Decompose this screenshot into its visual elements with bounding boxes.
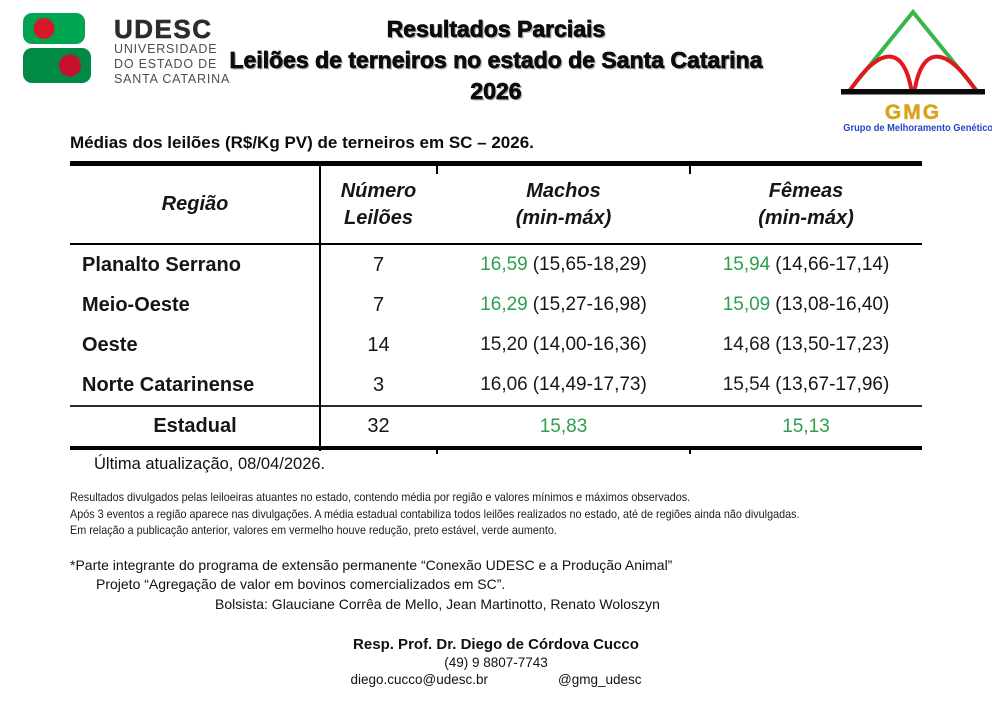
- machos-average: 16,06: [480, 374, 528, 395]
- methodology-notes: Resultados divulgados pelas leiloeiras a…: [70, 489, 800, 539]
- region-name: Meio-Oeste: [82, 293, 190, 316]
- column-header-machos: Machos (min-máx): [437, 166, 690, 243]
- table-total-row: Estadual 32 15,83 15,13: [70, 405, 922, 446]
- machos-range: (15,65-18,29): [532, 254, 647, 275]
- header-label: Leilões: [344, 206, 413, 229]
- note-line-2: Após 3 eventos a região aparece nas divu…: [70, 506, 800, 521]
- femeas-average: 14,68: [722, 334, 771, 355]
- machos-range: (14,00-16,36): [532, 334, 647, 355]
- machos-average: 16,29: [480, 294, 528, 315]
- udesc-logo: UDESC UNIVERSIDADE DO ESTADO DE SANTA CA…: [15, 10, 230, 86]
- femeas-range: (14,66-17,14): [775, 254, 890, 275]
- udesc-name-line1: UNIVERSIDADE: [114, 42, 218, 56]
- femeas-value: 14,68 (13,50-17,23): [690, 334, 922, 356]
- title-line-1: Resultados Parciais: [386, 16, 606, 43]
- machos-average: 15,20: [480, 334, 528, 355]
- gmg-logo-icon: [841, 8, 985, 95]
- header-label: (min-máx): [515, 206, 612, 229]
- udesc-logo-icon: [23, 13, 91, 83]
- title-line-3: 2026: [470, 78, 522, 105]
- note-line-1: Resultados divulgados pelas leiloeiras a…: [70, 490, 691, 504]
- udesc-acronym: UDESC: [114, 14, 213, 44]
- femeas-range: (13,50-17,23): [775, 334, 890, 355]
- header-label: Região: [161, 193, 229, 215]
- contact-phone: (49) 9 8807-7743: [444, 655, 548, 670]
- femeas-average: 15,13: [782, 415, 830, 437]
- machos-range: (15,27-16,98): [532, 294, 647, 315]
- femeas-value: 15,54 (13,67-17,96): [690, 374, 922, 396]
- gmg-caption: Grupo de Melhoramento Genético: [843, 123, 992, 134]
- column-header-regiao: Região: [70, 166, 320, 243]
- auction-count: 14: [367, 333, 390, 356]
- contact-links-row: diego.cucco@udesc.br @gmg_udesc: [0, 672, 992, 687]
- border-tick: [436, 446, 438, 454]
- contact-name: Resp. Prof. Dr. Diego de Córdova Cucco: [353, 636, 639, 653]
- machos-value: 16,29 (15,27-16,98): [437, 294, 690, 316]
- udesc-name-line3: SANTA CATARINA: [114, 72, 231, 86]
- femeas-range: (13,67-17,96): [775, 374, 890, 395]
- gmg-acronym: GMG: [884, 101, 942, 124]
- page-title: Resultados Parciais Leilões de terneiros…: [0, 14, 992, 107]
- border-tick: [689, 446, 691, 454]
- header-label: Número: [340, 179, 417, 202]
- machos-range: (14,49-17,73): [532, 374, 647, 395]
- title-line-2: Leilões de terneiros no estado de Santa …: [229, 47, 763, 74]
- border-tick: [436, 164, 438, 174]
- region-name: Oeste: [82, 333, 138, 356]
- auction-results-table: Região Número Leilões Machos (min-máx) F…: [70, 161, 922, 454]
- border-tick: [689, 164, 691, 174]
- machos-value: 15,20 (14,00-16,36): [437, 334, 690, 356]
- auction-count: 7: [372, 253, 385, 276]
- table-header-row: Região Número Leilões Machos (min-máx) F…: [70, 166, 922, 245]
- column-header-femeas: Fêmeas (min-máx): [690, 166, 922, 243]
- region-name: Norte Catarinense: [82, 373, 255, 396]
- auction-count: 3: [372, 373, 385, 396]
- udesc-wordmark: UDESC UNIVERSIDADE DO ESTADO DE SANTA CA…: [114, 10, 230, 86]
- machos-value: 15,83: [437, 416, 690, 438]
- header-label: Machos: [526, 179, 601, 202]
- program-line-1: *Parte integrante do programa de extensã…: [70, 557, 673, 573]
- table-row: Oeste 14 15,20 (14,00-16,36) 14,68 (13,50-…: [70, 325, 922, 365]
- table-row: Norte Catarinense 3 16,06 (14,49-17,73) 1…: [70, 365, 922, 405]
- contact-social: @gmg_udesc: [558, 672, 642, 687]
- program-line-3: Bolsista: Glauciane Corrêa de Mello, Jea…: [215, 596, 660, 612]
- machos-value: 16,59 (15,65-18,29): [437, 254, 690, 276]
- femeas-average: 15,54: [722, 374, 771, 395]
- femeas-average: 15,94: [722, 254, 771, 275]
- table-caption: Médias dos leilões (R$/Kg PV) de terneir…: [70, 133, 534, 152]
- region-name: Planalto Serrano: [82, 253, 241, 276]
- femeas-value: 15,94 (14,66-17,14): [690, 254, 922, 276]
- last-update-text: Última atualização, 08/04/2026.: [94, 455, 326, 473]
- header-label: Fêmeas: [768, 179, 844, 202]
- femeas-value: 15,09 (13,08-16,40): [690, 294, 922, 316]
- column-header-numero-leiloes: Número Leilões: [320, 166, 437, 243]
- udesc-name-line2: DO ESTADO DE: [114, 57, 218, 71]
- table-row: Planalto Serrano 7 16,59 (15,65-18,29) 15…: [70, 245, 922, 285]
- gmg-logo: GMG Grupo de Melhoramento Genético: [838, 4, 992, 135]
- femeas-average: 15,09: [722, 294, 771, 315]
- program-line-2: Projeto “Agregação de valor em bovinos c…: [96, 576, 506, 592]
- machos-average: 15,83: [539, 415, 588, 437]
- note-line-3: Em relação a publicação anterior, valore…: [70, 523, 557, 537]
- machos-average: 16,59: [480, 254, 528, 275]
- auction-count: 7: [372, 293, 385, 316]
- header-label: (min-máx): [758, 206, 854, 229]
- table-row: Meio-Oeste 7 16,29 (15,27-16,98) 15,09 (13…: [70, 285, 922, 325]
- region-name: Estadual: [153, 415, 237, 437]
- auction-count: 32: [367, 415, 390, 437]
- contact-email: diego.cucco@udesc.br: [350, 672, 489, 687]
- column-divider: [319, 166, 321, 451]
- machos-value: 16,06 (14,49-17,73): [437, 374, 690, 396]
- femeas-value: 15,13: [690, 416, 922, 438]
- femeas-range: (13,08-16,40): [775, 294, 890, 315]
